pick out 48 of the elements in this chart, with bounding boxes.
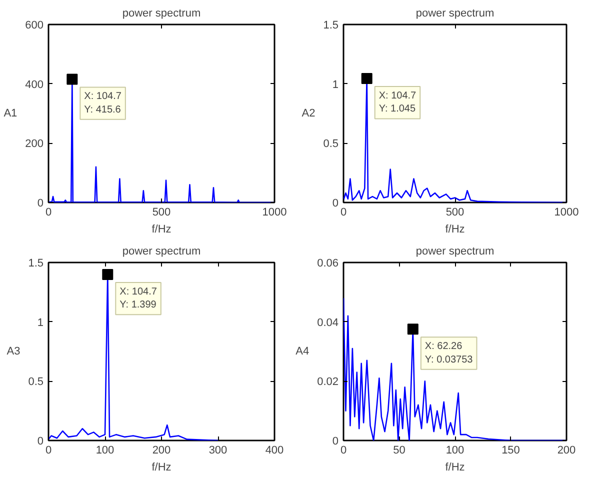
y-tick-label: 1.5 xyxy=(323,20,339,32)
chart-title: power spectrum xyxy=(416,8,494,20)
y-tick-label: 0.02 xyxy=(317,376,339,388)
x-tick-label: 0 xyxy=(45,444,52,456)
annotation: X: 62.26 Y: 0.03753 xyxy=(424,341,474,366)
x-axis-title: f/Hz xyxy=(152,224,172,236)
x-tick-label: 200 xyxy=(557,444,576,456)
y-tick-label: 0 xyxy=(37,198,44,210)
x-tick-label: 500 xyxy=(446,206,464,218)
x-tick-label: 100 xyxy=(446,444,464,456)
y-tick-label: 0.5 xyxy=(28,376,44,388)
x-tick-label: 0 xyxy=(340,206,347,218)
y-tick-label: 0.5 xyxy=(323,138,339,150)
x-tick-label: 400 xyxy=(265,444,284,456)
y-tick-label: 0.06 xyxy=(317,258,339,270)
annotation: X: 104.7 Y: 1.045 xyxy=(378,90,417,115)
y-tick-label: 1 xyxy=(332,78,339,91)
chart-title: power spectrum xyxy=(122,246,201,258)
y-tick-label: 200 xyxy=(25,138,44,150)
x-tick-label: 150 xyxy=(502,444,520,456)
annotation: X: 104.7 Y: 415.6 xyxy=(84,91,122,116)
x-tick-label: 0 xyxy=(340,444,347,456)
x-axis-title: f/Hz xyxy=(445,462,465,474)
annotation: X: 104.7 Y: 1.399 xyxy=(120,286,158,311)
chart-title: power spectrum xyxy=(416,246,494,258)
x-tick-label: 300 xyxy=(208,444,228,456)
y-tick-label: 0 xyxy=(332,436,339,448)
y-axis-title: A1 xyxy=(4,108,18,120)
x-tick-label: 1000 xyxy=(262,206,287,218)
y-tick-label: 0 xyxy=(332,198,339,210)
y-tick-label: 1 xyxy=(37,316,44,329)
y-tick-label: 0 xyxy=(37,436,44,448)
y-axis-title: A3 xyxy=(6,346,20,358)
x-tick-label: 100 xyxy=(96,444,114,456)
x-axis-title: f/Hz xyxy=(445,224,465,236)
y-axis-title: A4 xyxy=(296,346,310,358)
x-axis-title: f/Hz xyxy=(152,462,172,474)
y-tick-label: 600 xyxy=(25,20,44,32)
y-axis-title: A2 xyxy=(302,108,316,120)
y-tick-label: 400 xyxy=(25,78,44,91)
y-tick-label: 1.5 xyxy=(28,258,44,270)
y-tick-label: 0.04 xyxy=(317,316,339,329)
x-tick-label: 50 xyxy=(393,444,406,456)
x-tick-label: 500 xyxy=(152,206,171,218)
x-tick-label: 1000 xyxy=(554,206,579,218)
x-tick-label: 200 xyxy=(152,444,171,456)
x-tick-label: 0 xyxy=(45,206,52,218)
chart-title: power spectrum xyxy=(122,8,201,20)
